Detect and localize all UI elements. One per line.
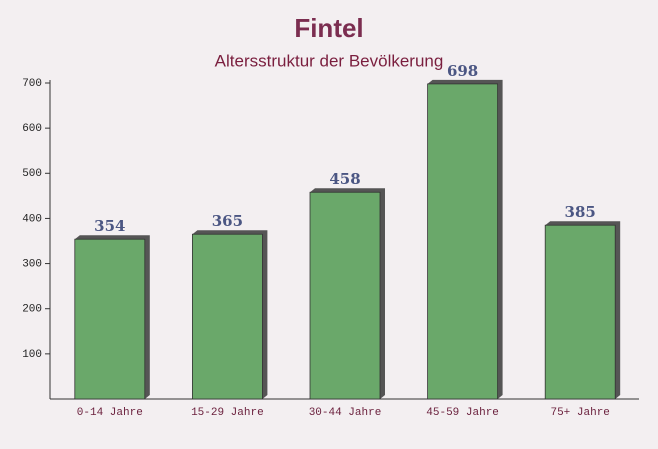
x-tick-label: 45-59 Jahre — [426, 407, 499, 419]
chart-title: Fintel — [294, 13, 363, 43]
y-tick-label: 300 — [22, 258, 42, 270]
bar — [74, 238, 146, 400]
y-tick-label: 400 — [22, 213, 42, 225]
y-tick-label: 200 — [22, 304, 42, 316]
y-tick-label: 500 — [22, 168, 42, 180]
value-label: 354 — [94, 217, 125, 235]
y-tick-label: 100 — [22, 349, 42, 361]
y-tick-label: 600 — [22, 123, 42, 135]
chart-subtitle: Altersstruktur der Bevölkerung — [215, 51, 444, 70]
bar — [191, 233, 263, 400]
x-tick-label: 15-29 Jahre — [191, 407, 264, 419]
y-tick-label: 700 — [22, 78, 42, 90]
bar — [427, 83, 499, 400]
value-label: 458 — [329, 170, 360, 188]
value-label: 365 — [212, 212, 243, 230]
x-tick-label: 0-14 Jahre — [77, 407, 143, 419]
bar — [544, 224, 616, 400]
bar — [309, 191, 381, 400]
value-label: 385 — [565, 203, 596, 221]
x-tick-label: 75+ Jahre — [550, 407, 609, 419]
value-label: 698 — [447, 62, 478, 80]
x-tick-label: 30-44 Jahre — [309, 407, 382, 419]
